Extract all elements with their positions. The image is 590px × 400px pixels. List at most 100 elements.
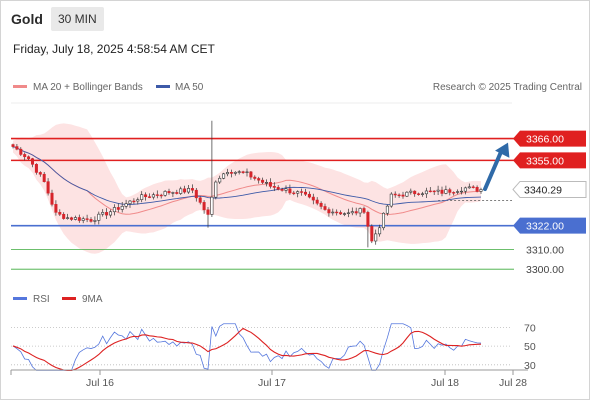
candle-body [186,188,191,193]
candle-body [268,182,272,187]
candle [183,185,187,194]
candle [385,204,389,216]
candle-body [374,233,378,242]
candle-body [34,163,38,173]
candle [159,193,163,199]
candle-body [159,194,163,197]
candle-body [417,193,421,195]
candle [237,170,241,175]
candle-body [331,211,335,214]
candle [206,207,210,228]
candle [397,193,401,198]
candle [140,191,144,203]
candle-body [147,196,152,198]
candle [120,201,124,213]
price-labels: 3366.00 3355.00 3322.00 3310.00 3300.00 3340.… [512,130,587,276]
candle-body [198,197,202,203]
candle [354,207,358,216]
candle [222,172,226,180]
candle [315,197,319,206]
candle-body [280,188,284,191]
datetime-label: Friday, July 18, 2025 4:58:54 AM CET [13,42,215,56]
rsi-legend: RSI 9MA [13,294,103,305]
candle [342,212,347,217]
level-label: 3310.00 [526,244,564,256]
candle-body [167,191,171,194]
x-tick-label: Jul 17 [258,377,286,389]
candle-body [93,220,97,222]
candle-body [428,190,432,193]
rsi-ma-line [12,327,482,371]
candle [264,179,269,187]
rsi-tick-label: 50 [524,341,536,353]
candle [420,191,425,197]
candle-body [42,173,46,182]
x-tick-label: Jul 28 [499,377,527,389]
candle [186,184,191,194]
candle [85,214,89,223]
candle-body [108,211,113,216]
candle [225,168,230,177]
candle-body [370,226,374,242]
candle [128,199,132,208]
candle-body [467,186,471,189]
candle [307,191,311,199]
candle-body [136,199,140,202]
candle-body [50,192,54,205]
last-price-label: 3340.29 [524,184,562,196]
candle-body [253,176,257,179]
level-label: 3355.00 [526,155,564,167]
candle-body [214,181,218,198]
candle-body [120,205,124,210]
candle-body [11,144,15,147]
candle [175,189,179,195]
candle [409,188,413,195]
candle [444,185,448,195]
last-price-tag [512,180,587,198]
candle-body [389,193,393,207]
candle [381,212,386,231]
candle [58,209,62,217]
candle [370,224,374,244]
candle [335,209,339,216]
candle-body [261,179,265,183]
candle-body [385,205,389,214]
candle [198,196,202,205]
forecast-arrow-head [495,142,510,158]
candle [479,187,483,194]
candle [456,189,460,195]
candle [280,187,284,192]
candle-body [420,193,425,195]
candle-body [124,203,128,207]
candle-body [66,217,70,219]
candle-body [69,217,74,220]
candle [288,184,292,195]
candle-body [58,212,62,215]
candle-body [229,172,233,174]
candle-body [140,194,144,200]
candle [190,184,194,194]
candle-body [222,173,226,179]
candle [296,190,300,198]
candle-body [202,202,206,211]
candle [366,210,370,248]
candle-body [307,193,311,198]
rsi-ma-swatch [62,297,76,300]
candle [15,144,19,151]
timeframe-button[interactable]: 30 MIN [51,7,104,31]
candle [319,201,323,210]
rsi-line [12,323,482,371]
candle [261,177,265,185]
rsi-tick-label: 30 [524,360,536,372]
ma50-line [12,146,482,205]
candle [11,143,15,149]
candle [112,204,116,216]
candle-body [350,211,354,214]
candle-body [19,148,23,155]
candle-body [311,196,315,201]
candle-body [23,154,27,158]
rsi-swatch [13,297,27,300]
candle [101,209,105,217]
rsi-panel: 70 50 30 [11,322,536,372]
